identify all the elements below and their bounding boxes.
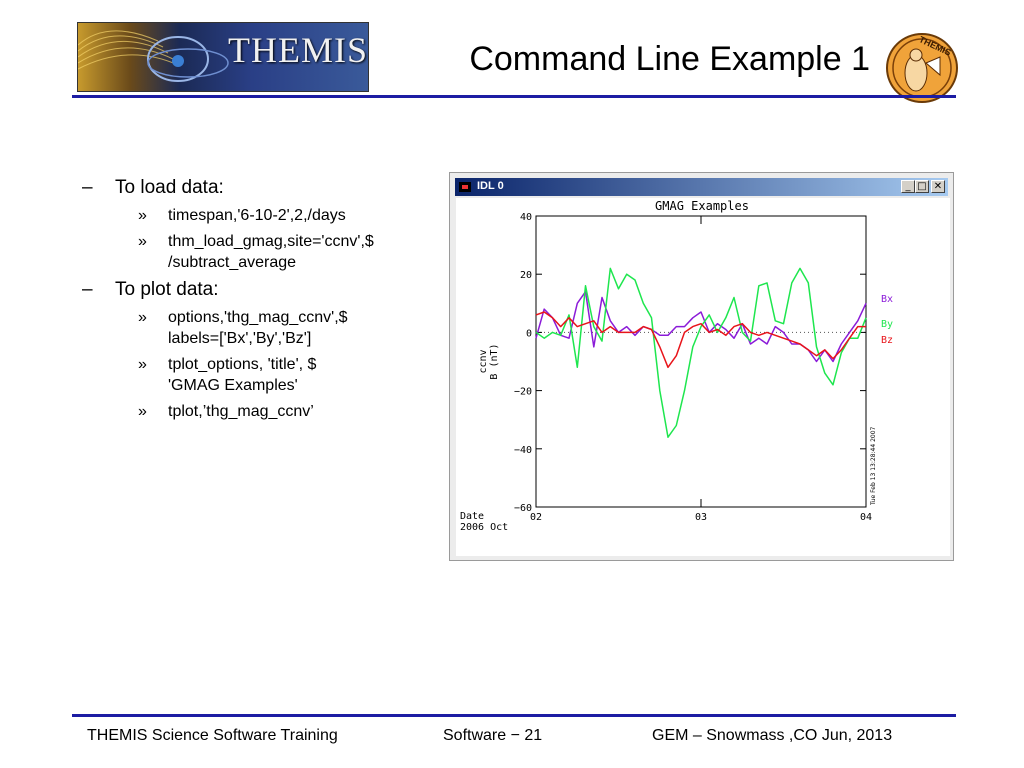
close-button[interactable]: ✕ <box>931 180 945 193</box>
code-line: timespan,'6-10-2',2,/days <box>168 207 346 224</box>
legend-bx: Bx <box>881 294 893 305</box>
minimize-button[interactable]: _ <box>901 180 915 193</box>
sub-bullet-marker: » <box>138 233 147 250</box>
logo-text: THEMIS <box>228 30 368 70</box>
code-line: options,'thg_mag_ccnv',$ <box>168 309 348 326</box>
code-line: 'GMAG Examples' <box>168 377 298 394</box>
bullet-load-data: – To load data: <box>82 176 442 199</box>
sub-bullet-marker: » <box>138 309 147 326</box>
footer-page-number: Software − 21 <box>443 727 543 744</box>
maximize-button[interactable]: □ <box>915 180 929 193</box>
y-axis-label-station: ccnv <box>478 349 489 373</box>
x-tick-label: 03 <box>695 512 707 523</box>
sub-bullet-tplot: » tplot,’thg_mag_ccnv’ <box>82 401 442 422</box>
sub-bullet-options: » options,'thg_mag_ccnv',$ labels=['Bx','B… <box>82 307 442 349</box>
y-tick-label: −60 <box>514 503 532 514</box>
chart-title: GMAG Examples <box>655 199 749 213</box>
code-line: tplot,’thg_mag_ccnv’ <box>168 403 314 420</box>
y-tick-label: 40 <box>520 212 532 223</box>
y-axis-label-units: B (nT) <box>489 343 500 379</box>
x-tick-label: 02 <box>530 512 542 523</box>
seal-graphic <box>892 38 952 98</box>
legend: Bx By Bz <box>881 294 893 346</box>
x-axis-ticks: 02 03 04 <box>530 216 872 523</box>
idl-window-title: IDL 0 <box>477 180 504 192</box>
logo-graphic <box>78 30 229 82</box>
series-bx-line <box>535 290 867 363</box>
x-axis-label-date: Date <box>460 511 484 522</box>
sub-bullet-marker: » <box>138 403 147 420</box>
footer-left: THEMIS Science Software Training <box>87 727 338 744</box>
y-tick-label: −40 <box>514 445 532 456</box>
legend-by: By <box>881 319 893 330</box>
code-line: labels=['Bx','By','Bz'] <box>168 330 312 347</box>
series-lines <box>535 267 867 438</box>
bullet-label: To plot data: <box>115 279 219 300</box>
legend-bz: Bz <box>881 335 893 346</box>
footer-rule <box>72 714 956 717</box>
bullet-marker: – <box>82 279 93 300</box>
sub-bullet-marker: » <box>138 356 147 373</box>
code-line: thm_load_gmag,site='ccnv',$ <box>168 233 374 250</box>
idl-window: IDL 0 _ □ ✕ GMAG Examples 40 20 0 −20 −40 −60… <box>449 172 954 561</box>
code-line: /subtract_average <box>168 254 297 271</box>
y-tick-label: −20 <box>514 387 532 398</box>
y-tick-label: 20 <box>520 270 532 281</box>
x-tick-label: 04 <box>860 512 872 523</box>
footer-right: GEM – Snowmass ,CO Jun, 2013 <box>652 727 893 744</box>
x-axis-label-month: 2006 Oct <box>460 522 508 533</box>
page-title: Command Line Example 1 <box>469 40 870 78</box>
sub-bullet-load-gmag: » thm_load_gmag,site='ccnv',$ /subtract_av… <box>82 231 442 273</box>
series-bz-line <box>535 311 866 369</box>
sub-bullet-tplot-options: » tplot_options, 'title', $ 'GMAG Examples… <box>82 354 442 396</box>
themis-logo: THEMIS <box>77 22 369 92</box>
gmag-chart: GMAG Examples 40 20 0 −20 −40 −60 02 03 04 Bx By… <box>460 199 893 533</box>
plot-canvas: GMAG Examples 40 20 0 −20 −40 −60 02 03 04 Bx By… <box>456 198 950 556</box>
idl-app-icon <box>459 182 471 192</box>
bullet-list: – To load data: » timespan,'6-10-2',2,/day… <box>82 176 442 427</box>
sub-bullet-timespan: » timespan,'6-10-2',2,/days <box>82 205 442 226</box>
plot-timestamp: Tue Feb 13 13:28:44 2007 <box>870 426 877 506</box>
header-rule <box>72 95 956 98</box>
themis-seal-logo: THEMIS <box>886 33 958 103</box>
sub-bullet-marker: » <box>138 207 147 224</box>
series-by-line <box>535 267 867 438</box>
y-tick-label: 0 <box>526 328 532 339</box>
idl-title-bar[interactable]: IDL 0 _ □ ✕ <box>455 178 948 196</box>
bullet-plot-data: – To plot data: <box>82 278 442 301</box>
y-axis-ticks: 40 20 0 −20 −40 −60 <box>514 212 866 514</box>
bullet-marker: – <box>82 177 93 198</box>
bullet-label: To load data: <box>115 177 224 198</box>
code-line: tplot_options, 'title', $ <box>168 356 317 373</box>
